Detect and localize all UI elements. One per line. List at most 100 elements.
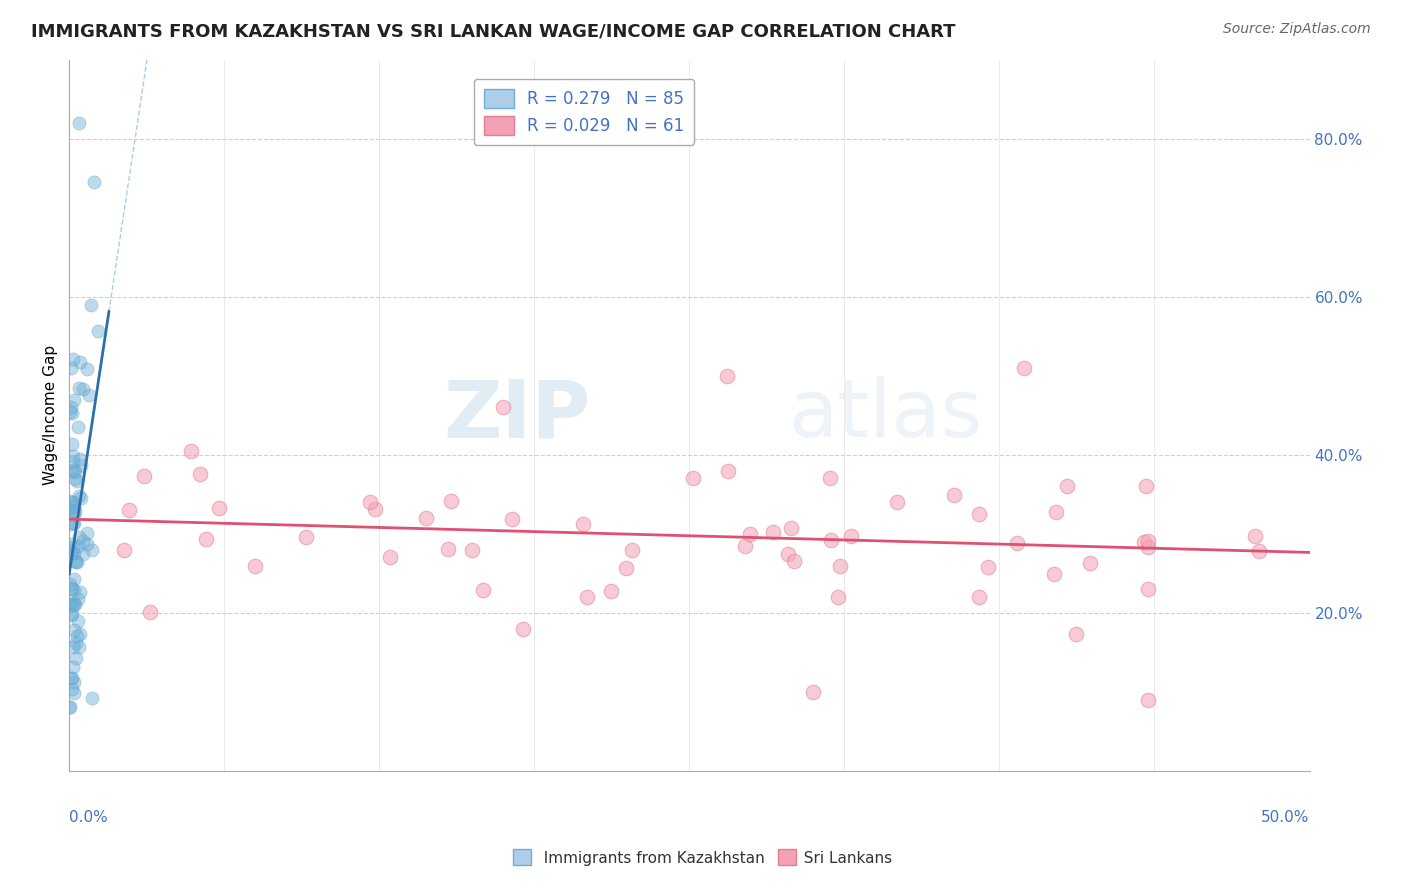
Point [60, 582, 83, 596]
Point [471, 582, 494, 597]
Point [294, 530, 316, 544]
Point [716, 368, 738, 383]
Point [1043, 567, 1066, 582]
Point [600, 584, 623, 599]
Point [969, 590, 991, 604]
Point [59, 516, 82, 531]
Point [58, 502, 80, 516]
Point [63, 508, 86, 523]
Point [59, 400, 82, 414]
Text: Immigrants from Kazakhstan: Immigrants from Kazakhstan [534, 851, 765, 865]
Point [80, 691, 103, 706]
Point [59, 671, 82, 685]
Point [66, 555, 89, 569]
Text: Source: ZipAtlas.com: Source: ZipAtlas.com [1223, 22, 1371, 37]
Point [69, 355, 91, 369]
Point [62, 516, 84, 530]
Point [734, 539, 756, 553]
Point [1005, 535, 1028, 549]
Point [1066, 626, 1088, 640]
Point [180, 443, 202, 458]
Point [59, 536, 82, 550]
Point [60, 361, 83, 376]
Point [59, 494, 82, 508]
Point [62, 674, 84, 689]
Point [60, 671, 83, 685]
Point [69, 627, 91, 641]
Point [839, 529, 862, 543]
Point [76, 537, 98, 551]
FancyBboxPatch shape [778, 849, 796, 865]
Point [1056, 479, 1078, 493]
Point [63, 572, 86, 586]
Point [72, 547, 94, 561]
Point [1045, 505, 1067, 519]
Point [62, 463, 84, 477]
Point [1078, 556, 1101, 570]
Point [66, 592, 89, 607]
Point [415, 511, 437, 525]
Point [70, 491, 93, 505]
Point [1012, 360, 1035, 375]
Point [803, 684, 825, 698]
Point [62, 351, 84, 366]
Point [62, 455, 84, 469]
Point [69, 585, 91, 599]
Point [76, 362, 98, 376]
Point [621, 542, 644, 557]
Point [492, 401, 515, 415]
Point [59, 404, 82, 418]
Point [512, 622, 534, 636]
Point [740, 527, 762, 541]
Point [461, 543, 484, 558]
Point [82, 543, 104, 558]
Point [118, 502, 141, 516]
Point [778, 547, 800, 561]
Point [112, 542, 135, 557]
Point [572, 516, 595, 531]
Point [942, 488, 965, 502]
Point [437, 541, 460, 556]
Text: ZIP: ZIP [443, 376, 591, 454]
Point [1136, 534, 1159, 549]
Point [762, 525, 785, 540]
Point [83, 175, 105, 189]
Point [188, 467, 211, 482]
Y-axis label: Wage/Income Gap: Wage/Income Gap [44, 345, 58, 485]
Point [62, 659, 84, 673]
Point [63, 504, 86, 518]
Point [63, 472, 86, 486]
Point [1133, 535, 1156, 549]
Point [62, 504, 84, 518]
Point [65, 651, 87, 665]
Text: 0.0%: 0.0% [69, 810, 108, 825]
Point [67, 381, 90, 395]
Point [72, 382, 94, 396]
Point [76, 525, 98, 540]
Point [62, 393, 84, 408]
Point [717, 464, 740, 478]
FancyBboxPatch shape [513, 849, 531, 865]
Point [67, 489, 90, 503]
Point [70, 458, 93, 472]
Point [63, 465, 86, 479]
Point [59, 700, 82, 714]
Point [1137, 582, 1160, 596]
Point [60, 546, 83, 560]
Point [60, 407, 83, 421]
Point [780, 521, 803, 535]
Point [243, 559, 266, 574]
Point [63, 554, 86, 568]
Point [616, 561, 638, 575]
Point [60, 464, 83, 478]
Point [66, 474, 89, 488]
Point [66, 614, 89, 628]
Point [828, 559, 851, 574]
Point [60, 582, 83, 596]
Point [65, 556, 87, 570]
Point [63, 582, 86, 597]
Point [59, 597, 82, 611]
Point [886, 494, 908, 508]
Point [440, 494, 463, 508]
Point [60, 607, 83, 621]
